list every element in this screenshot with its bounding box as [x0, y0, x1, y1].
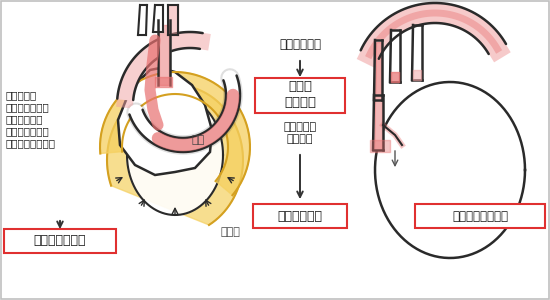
Polygon shape: [361, 3, 506, 59]
Polygon shape: [117, 32, 203, 100]
FancyBboxPatch shape: [415, 204, 545, 228]
Polygon shape: [107, 85, 243, 225]
Text: 血圧が下がって: 血圧が下がって: [6, 126, 50, 136]
Text: 心タンポナーデ: 心タンポナーデ: [34, 235, 86, 248]
FancyBboxPatch shape: [255, 78, 345, 113]
Polygon shape: [159, 25, 169, 85]
Text: 心臓を圧迫し: 心臓を圧迫し: [6, 114, 43, 124]
Text: 心のう腔に: 心のう腔に: [6, 90, 37, 100]
Text: 危険な状態になる: 危険な状態になる: [6, 138, 56, 148]
Polygon shape: [373, 95, 383, 150]
Polygon shape: [158, 20, 170, 85]
Text: 冠状動脈の: 冠状動脈の: [283, 122, 317, 132]
Polygon shape: [375, 82, 525, 258]
Text: 血行障害: 血行障害: [287, 134, 314, 144]
Polygon shape: [168, 5, 178, 35]
Text: 心のう: 心のう: [220, 227, 240, 237]
Polygon shape: [412, 25, 422, 80]
FancyBboxPatch shape: [253, 204, 347, 228]
PathPatch shape: [118, 68, 212, 175]
Text: 脳の血行障害: 脳の血行障害: [279, 38, 321, 52]
Polygon shape: [374, 96, 382, 150]
Polygon shape: [127, 95, 223, 215]
Text: 大動脈弁閉鎖不全: 大動脈弁閉鎖不全: [452, 209, 508, 223]
FancyBboxPatch shape: [4, 229, 116, 253]
Polygon shape: [138, 5, 147, 35]
Polygon shape: [375, 42, 381, 100]
Text: 意識消失: 意識消失: [284, 97, 316, 110]
Polygon shape: [153, 5, 163, 32]
Text: 血液がたまり、: 血液がたまり、: [6, 102, 50, 112]
Text: 心臓: 心臓: [191, 135, 205, 145]
Text: 急性心筋梗塞: 急性心筋梗塞: [278, 209, 322, 223]
Polygon shape: [390, 30, 400, 82]
Text: 脳梗塞: 脳梗塞: [288, 80, 312, 94]
Polygon shape: [129, 76, 240, 152]
Polygon shape: [374, 40, 382, 100]
Polygon shape: [100, 72, 250, 195]
